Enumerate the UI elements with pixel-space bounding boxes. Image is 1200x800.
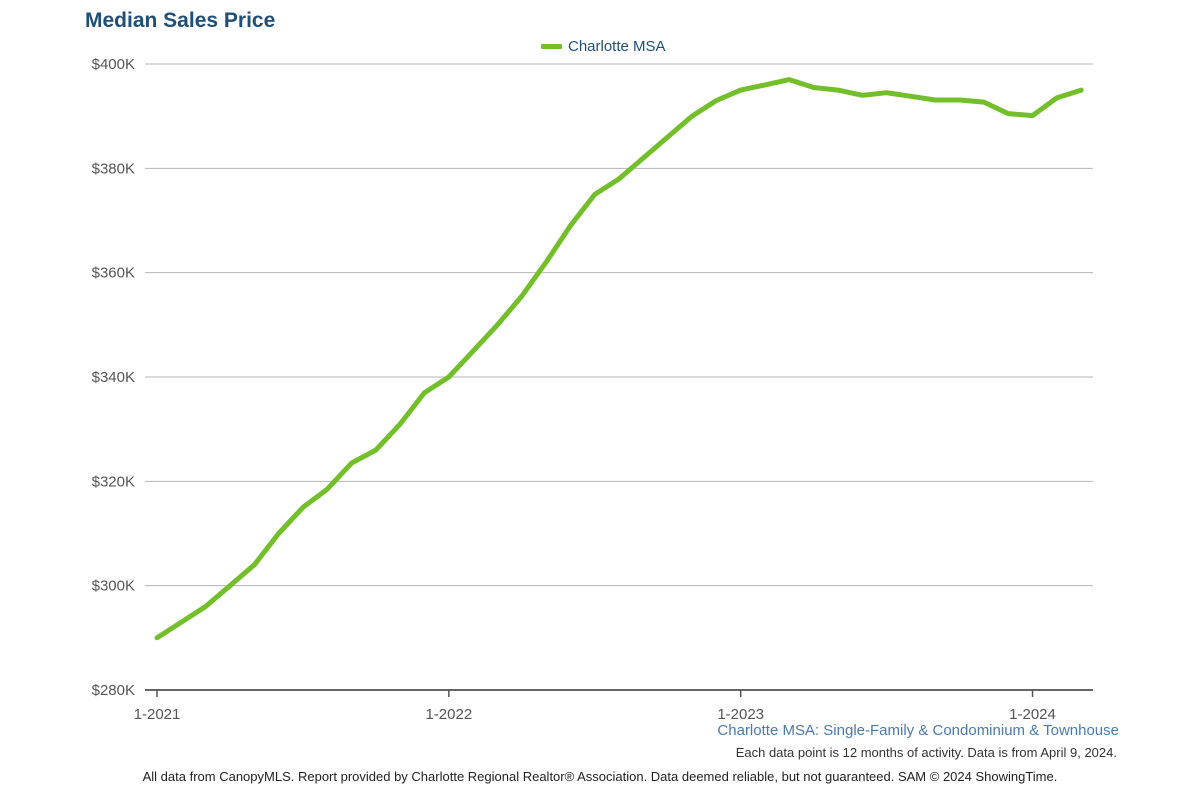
y-tick-label: $360K <box>92 265 135 282</box>
y-tick-label: $320K <box>92 473 135 490</box>
y-tick-label: $300K <box>92 578 135 595</box>
legend-swatch <box>541 44 562 49</box>
y-tick-label: $340K <box>92 369 135 386</box>
chart-title: Median Sales Price <box>85 9 276 32</box>
chart-legend: Charlotte MSA <box>541 38 666 55</box>
y-tick-label: $380K <box>92 160 135 177</box>
x-tick-label: 1-2024 <box>1009 706 1056 723</box>
legend-label: Charlotte MSA <box>568 38 666 55</box>
footer-credit: All data from CanopyMLS. Report provided… <box>142 769 1058 784</box>
x-tick-label: 1-2023 <box>717 706 764 723</box>
x-tick-label: 1-2021 <box>134 706 181 723</box>
x-axis-ticks: 1-2021 1-2022 1-2023 1-2024 <box>134 690 1056 723</box>
y-tick-label: $280K <box>92 682 135 699</box>
grid-lines <box>145 63 1093 587</box>
data-note: Each data point is 12 months of activity… <box>735 745 1117 760</box>
series-line <box>154 77 1084 641</box>
y-tick-label: $400K <box>92 56 135 73</box>
y-axis-ticks: $400K $380K $360K $340K $320K $300K $280K <box>92 56 135 699</box>
series-layer <box>154 77 1084 641</box>
x-tick-label: 1-2022 <box>425 706 472 723</box>
chart-subtitle: Charlotte MSA: Single-Family & Condomini… <box>717 722 1119 739</box>
